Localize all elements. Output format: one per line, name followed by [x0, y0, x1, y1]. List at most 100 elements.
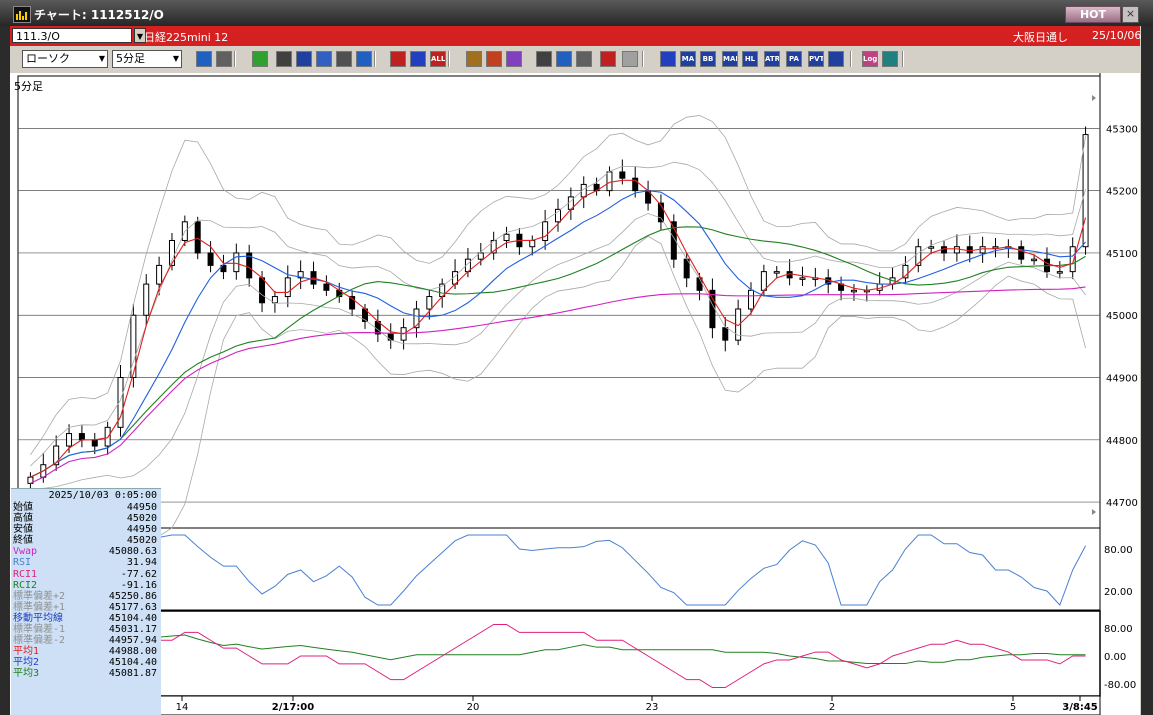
candle-body	[722, 327, 729, 341]
pointer-icon[interactable]	[296, 51, 312, 67]
rci-panel-frame	[17, 610, 1101, 697]
price-tick-label: 45300	[1106, 124, 1138, 135]
rci-tick-label: 80.00	[1104, 624, 1133, 635]
symbol-bar: 111.3/O ▼ 日経225mini 12 大阪日通し 25/10/06	[10, 26, 1141, 46]
chart-area[interactable]: 45300 45200 45100 45000 44900 44800 44700 80.00…	[10, 73, 1140, 715]
rci2-line	[29, 624, 1086, 665]
info-key: 平均1	[13, 646, 40, 658]
hl-icon[interactable]: HL	[742, 51, 758, 67]
candle-body	[606, 171, 613, 192]
all-icon[interactable]: ALL	[430, 51, 446, 67]
para-icon[interactable]: PA RA	[786, 51, 802, 67]
info-key: RSI	[13, 557, 32, 569]
candle-icon[interactable]	[410, 51, 426, 67]
title-bar[interactable]: チャート: 1112512/O HOT ×	[0, 0, 1153, 26]
toolbar-separator	[374, 51, 376, 67]
symbol-dropdown-icon[interactable]: ▼	[134, 28, 146, 43]
chart-canvas[interactable]: 45300 45200 45100 45000 44900 44800 44700 80.00…	[10, 73, 1140, 715]
candle-body	[503, 233, 510, 241]
arrow-icon[interactable]	[316, 51, 332, 67]
candle-body	[928, 246, 935, 249]
info-row: 安値 44950	[11, 524, 161, 535]
info-key: 高値	[13, 513, 33, 525]
symbol-input[interactable]: 111.3/O	[12, 28, 132, 43]
mae-icon[interactable]: MAE	[722, 51, 738, 67]
chart-type-select[interactable]: ローソク ▼	[22, 50, 108, 68]
interval-select[interactable]: 5分足 ▼	[112, 50, 182, 68]
candle-body	[413, 308, 420, 329]
candle-body	[143, 283, 150, 316]
hot-button[interactable]: HOT	[1065, 6, 1121, 23]
candle-body	[207, 252, 214, 266]
candle-body	[194, 221, 201, 254]
info-row: 標準偏差+2 45250.86	[11, 591, 161, 602]
candle-body	[168, 239, 175, 266]
log-icon[interactable]: Log	[862, 51, 878, 67]
candle-body	[284, 277, 291, 298]
rainbow-icon[interactable]	[506, 51, 522, 67]
interval-value: 5分足	[116, 52, 145, 65]
price-panel-frame	[17, 75, 1101, 529]
candle-body	[748, 289, 755, 310]
table-icon[interactable]	[576, 51, 592, 67]
window-icon[interactable]	[882, 51, 898, 67]
info-row: RCI2 -91.16	[11, 580, 161, 591]
info-key: Vwap	[13, 546, 38, 558]
ichimoku-icon[interactable]	[660, 51, 676, 67]
info-row: Vwap 45080.63	[11, 546, 161, 557]
date-tick-label: 14	[176, 702, 189, 713]
info-row: 始値 44950	[11, 502, 161, 513]
brush-icon[interactable]	[486, 51, 502, 67]
candle-body	[53, 445, 60, 466]
candle-body	[297, 271, 304, 279]
info-value: 45031.17	[108, 624, 157, 636]
candle-body	[1069, 246, 1076, 273]
candle-body	[966, 246, 973, 254]
candle-body	[1082, 134, 1089, 248]
candle-icon[interactable]	[390, 51, 406, 67]
palette-icon[interactable]	[466, 51, 482, 67]
copy-icon[interactable]	[336, 51, 352, 67]
bb-icon[interactable]: BB	[700, 51, 716, 67]
toolbar-separator	[902, 51, 904, 67]
toolbar-separator	[448, 51, 450, 67]
candle-body	[426, 296, 433, 310]
info-key: 終値	[13, 535, 33, 547]
chevron-down-icon: ▼	[98, 54, 105, 63]
trendline-icon[interactable]	[276, 51, 292, 67]
date-tick-label: 5	[1010, 702, 1016, 713]
bollinger-lower-2	[30, 235, 1086, 539]
rci-tick-label: -80.00	[1104, 680, 1136, 691]
magnifier-icon[interactable]	[196, 51, 212, 67]
price-tick-label: 44900	[1106, 374, 1138, 385]
pencil-icon[interactable]	[252, 51, 268, 67]
info-key: 標準偏差+1	[13, 601, 66, 613]
ma1-line	[30, 179, 1087, 478]
candle-body	[490, 239, 497, 254]
ma2-line	[30, 190, 1086, 478]
info-row: 標準偏差-1 45031.17	[11, 624, 161, 635]
box-icon[interactable]	[828, 51, 844, 67]
info-value: -77.62	[120, 568, 157, 580]
crosshair-icon[interactable]	[216, 51, 232, 67]
disabled-icon[interactable]	[622, 51, 638, 67]
chart-type-value: ローソク	[26, 52, 70, 65]
search-icon[interactable]	[556, 51, 572, 67]
rci1-line	[29, 624, 1086, 688]
close-icon[interactable]: ×	[1122, 6, 1139, 23]
order-icon[interactable]	[536, 51, 552, 67]
price-tick-label: 45000	[1106, 311, 1138, 322]
candle-body	[542, 221, 549, 241]
info-value: 45020	[126, 535, 157, 547]
pvt-icon[interactable]: PVT	[808, 51, 824, 67]
info-value: -91.16	[120, 579, 157, 591]
rsi-tick-label: 80.00	[1104, 545, 1133, 556]
trash-icon[interactable]	[356, 51, 372, 67]
signal-icon[interactable]	[600, 51, 616, 67]
atr-icon[interactable]: ATR	[764, 51, 780, 67]
candle-body	[1018, 246, 1025, 260]
info-row: 平均2 45104.40	[11, 657, 161, 668]
rsi-tick-label: 20.00	[1104, 587, 1133, 598]
rsi-line	[29, 534, 1087, 606]
ma-icon[interactable]: MA	[680, 51, 696, 67]
